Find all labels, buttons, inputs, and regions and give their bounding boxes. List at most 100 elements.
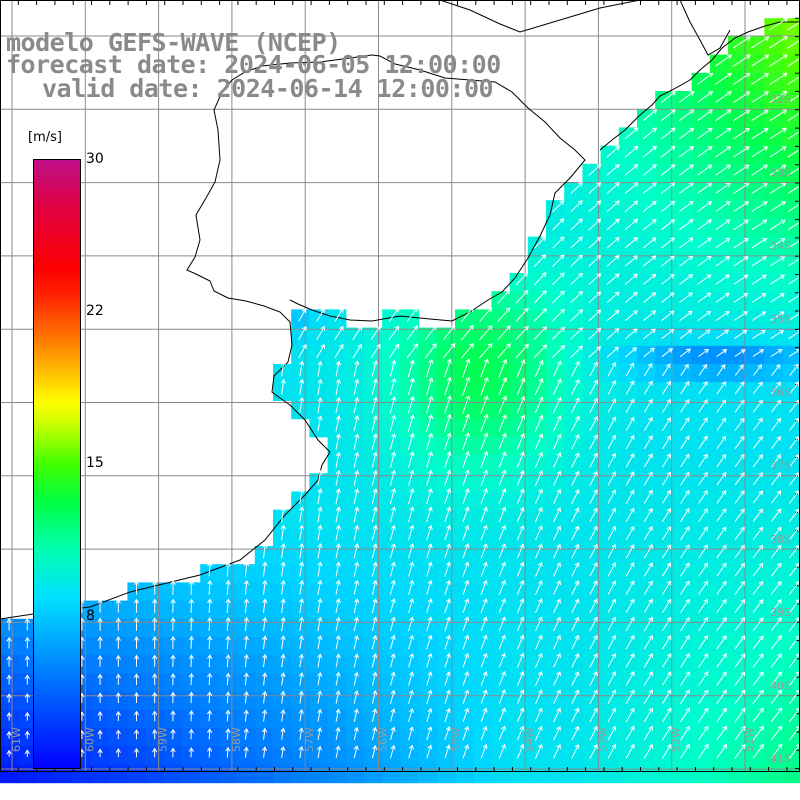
- wind-arrow: [262, 709, 268, 722]
- wind-arrow: [298, 672, 304, 686]
- wind-arrow: [389, 433, 397, 450]
- wind-arrow: [697, 109, 713, 122]
- wind-arrow: [642, 219, 657, 231]
- wind-arrow: [571, 452, 580, 468]
- wind-arrow: [535, 580, 543, 595]
- wind-arrow: [516, 506, 525, 523]
- wind-arrow: [660, 109, 676, 122]
- wind-arrow: [698, 417, 708, 431]
- wind-arrow: [607, 689, 617, 705]
- wind-arrow: [697, 182, 713, 194]
- wind-arrow: [299, 397, 305, 413]
- wind-arrow: [553, 634, 561, 650]
- wind-arrow: [408, 561, 415, 577]
- wind-arrow: [698, 544, 708, 559]
- wind-arrow: [335, 634, 341, 650]
- wind-arrow: [426, 598, 433, 614]
- wind-arrow: [444, 358, 452, 378]
- wind-arrow: [752, 454, 763, 468]
- wind-arrow: [589, 397, 598, 414]
- wind-arrow: [462, 488, 470, 505]
- wind-arrow: [353, 469, 360, 486]
- wind-arrow: [516, 525, 525, 541]
- wind-arrow: [206, 691, 213, 704]
- wind-arrow: [497, 343, 511, 359]
- wind-arrow: [515, 271, 529, 286]
- wind-arrow: [243, 653, 249, 668]
- wind-arrow: [716, 526, 727, 541]
- wind-arrow: [388, 325, 400, 341]
- wind-arrow: [353, 708, 359, 722]
- wind-arrow: [298, 325, 307, 340]
- wind-arrow: [516, 432, 525, 450]
- wind-arrow: [697, 219, 712, 231]
- wind-arrow: [607, 416, 617, 432]
- wind-arrow: [552, 200, 565, 213]
- wind-arrow: [769, 91, 788, 104]
- wind-arrow: [734, 399, 745, 413]
- wind-arrow: [769, 164, 787, 176]
- wind-arrow: [607, 725, 617, 741]
- wind-arrow: [207, 672, 213, 686]
- wind-arrow: [715, 311, 730, 322]
- wind-arrow: [498, 395, 507, 414]
- wind-arrow: [625, 707, 635, 723]
- field-cell: [109, 764, 128, 784]
- wind-arrow: [243, 727, 249, 740]
- wind-arrow: [769, 183, 787, 194]
- wind-arrow: [716, 471, 727, 486]
- wind-arrow: [97, 636, 103, 649]
- wind-arrow: [553, 671, 561, 686]
- wind-arrow: [317, 635, 323, 650]
- wind-arrow: [553, 452, 562, 468]
- wind-arrow: [571, 525, 580, 541]
- wind-arrow: [133, 691, 140, 703]
- wind-arrow: [698, 348, 709, 357]
- wind-arrow: [262, 598, 268, 613]
- wind-arrow: [535, 543, 543, 559]
- wind-arrow: [516, 395, 526, 414]
- wind-arrow: [570, 290, 584, 304]
- wind-arrow: [770, 725, 783, 741]
- wind-arrow: [515, 325, 529, 341]
- coast-segment: [599, 21, 800, 151]
- wind-arrow: [133, 617, 140, 631]
- wind-arrow: [589, 562, 598, 577]
- wind-arrow: [498, 579, 506, 595]
- wind-arrow: [607, 671, 617, 686]
- wind-arrow: [770, 671, 782, 686]
- wind-arrow: [371, 671, 378, 686]
- wind-arrow: [515, 307, 529, 322]
- wind-arrow: [352, 343, 362, 359]
- wind-arrow: [534, 414, 544, 432]
- field-cell: [327, 764, 347, 784]
- wind-arrow: [571, 689, 580, 705]
- wind-arrow: [660, 182, 676, 194]
- wind-arrow: [589, 452, 598, 468]
- wind-arrow: [444, 689, 451, 704]
- wind-arrow: [516, 743, 525, 759]
- wind-arrow: [787, 148, 800, 158]
- wind-arrow: [133, 673, 140, 685]
- wind-arrow: [789, 435, 800, 450]
- wind-arrow: [697, 146, 713, 158]
- wind-arrow: [624, 163, 639, 176]
- wind-arrow: [734, 635, 746, 650]
- wind-arrow: [97, 598, 103, 613]
- wind-arrow: [426, 395, 434, 414]
- lat-label: 41S: [770, 753, 791, 766]
- wind-arrow: [552, 396, 562, 414]
- wind-arrow: [661, 743, 672, 759]
- wind-arrow: [317, 506, 323, 523]
- wind-arrow: [498, 377, 508, 396]
- wind-arrow: [261, 746, 268, 758]
- wind-arrow: [408, 616, 415, 632]
- wind-arrow: [371, 506, 378, 523]
- wind-arrow: [588, 236, 602, 249]
- wind-arrow: [389, 524, 396, 541]
- wind-arrow: [426, 414, 434, 432]
- lat-label: 34S: [770, 240, 791, 253]
- wind-arrow: [498, 506, 507, 523]
- wind-arrow: [298, 708, 304, 722]
